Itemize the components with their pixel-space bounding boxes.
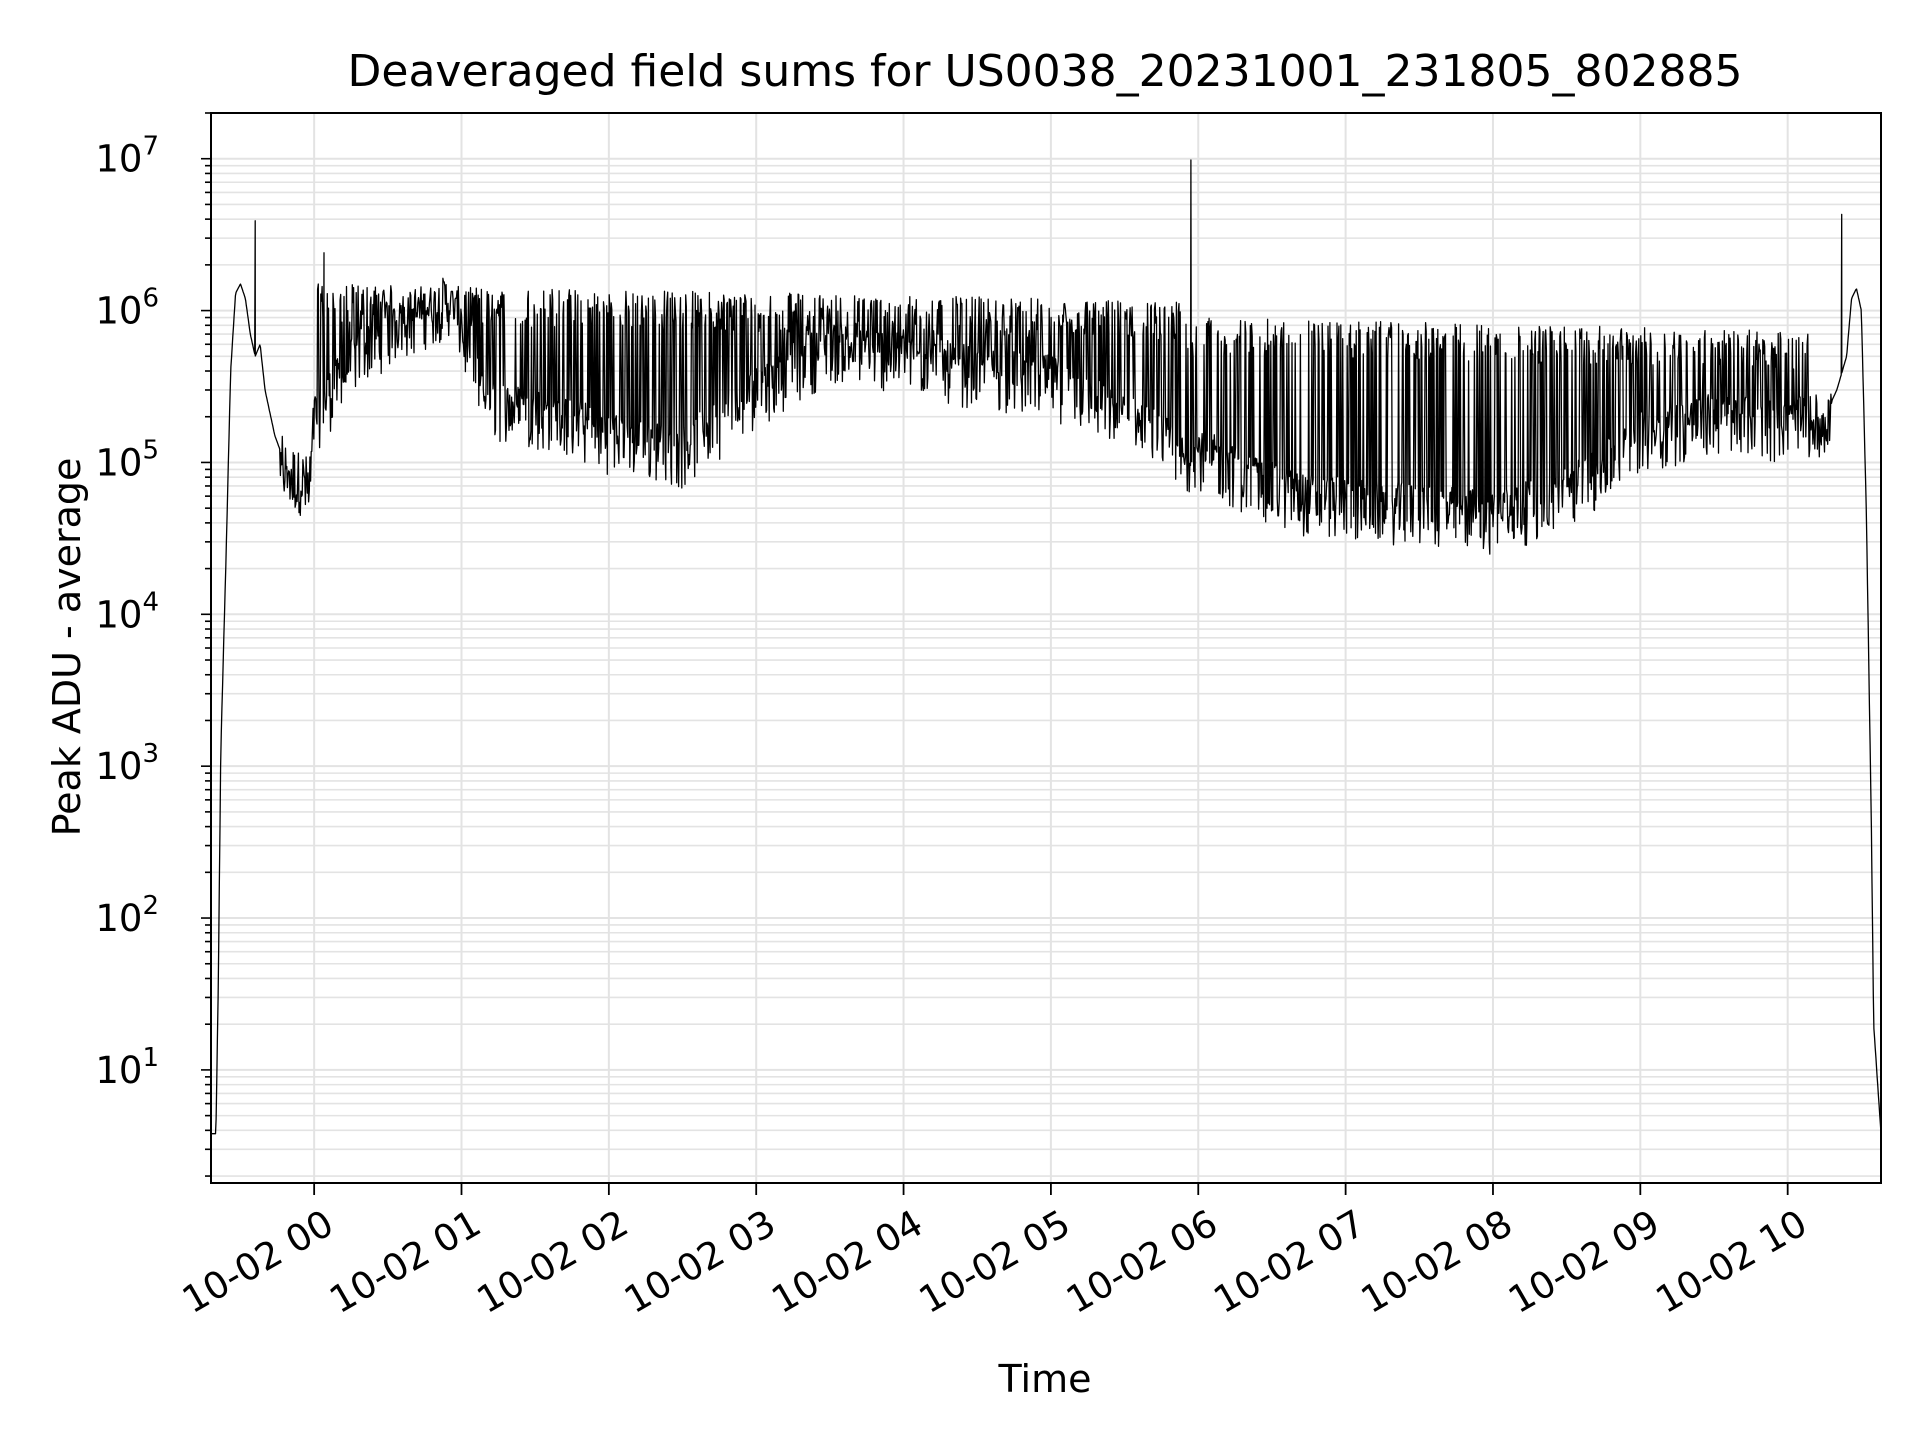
series-layer <box>210 159 1882 1135</box>
y-tick-label: 101 <box>95 1043 159 1092</box>
y-tick-label: 103 <box>95 739 159 788</box>
x-axis-label: Time <box>998 1357 1092 1401</box>
y-tick-label: 104 <box>95 587 159 636</box>
chart-title: Deaveraged field sums for US0038_2023100… <box>348 46 1743 97</box>
y-tick-label: 105 <box>95 435 159 484</box>
y-tick-label: 107 <box>95 132 159 181</box>
y-tick-label: 106 <box>95 284 159 333</box>
y-axis-label: Peak ADU - average <box>45 458 89 837</box>
y-axis: 101 102 103 104 105 106 107 <box>95 112 211 1177</box>
y-tick-label: 102 <box>95 891 159 940</box>
series-line <box>210 159 1882 1135</box>
grid <box>211 112 1881 1183</box>
